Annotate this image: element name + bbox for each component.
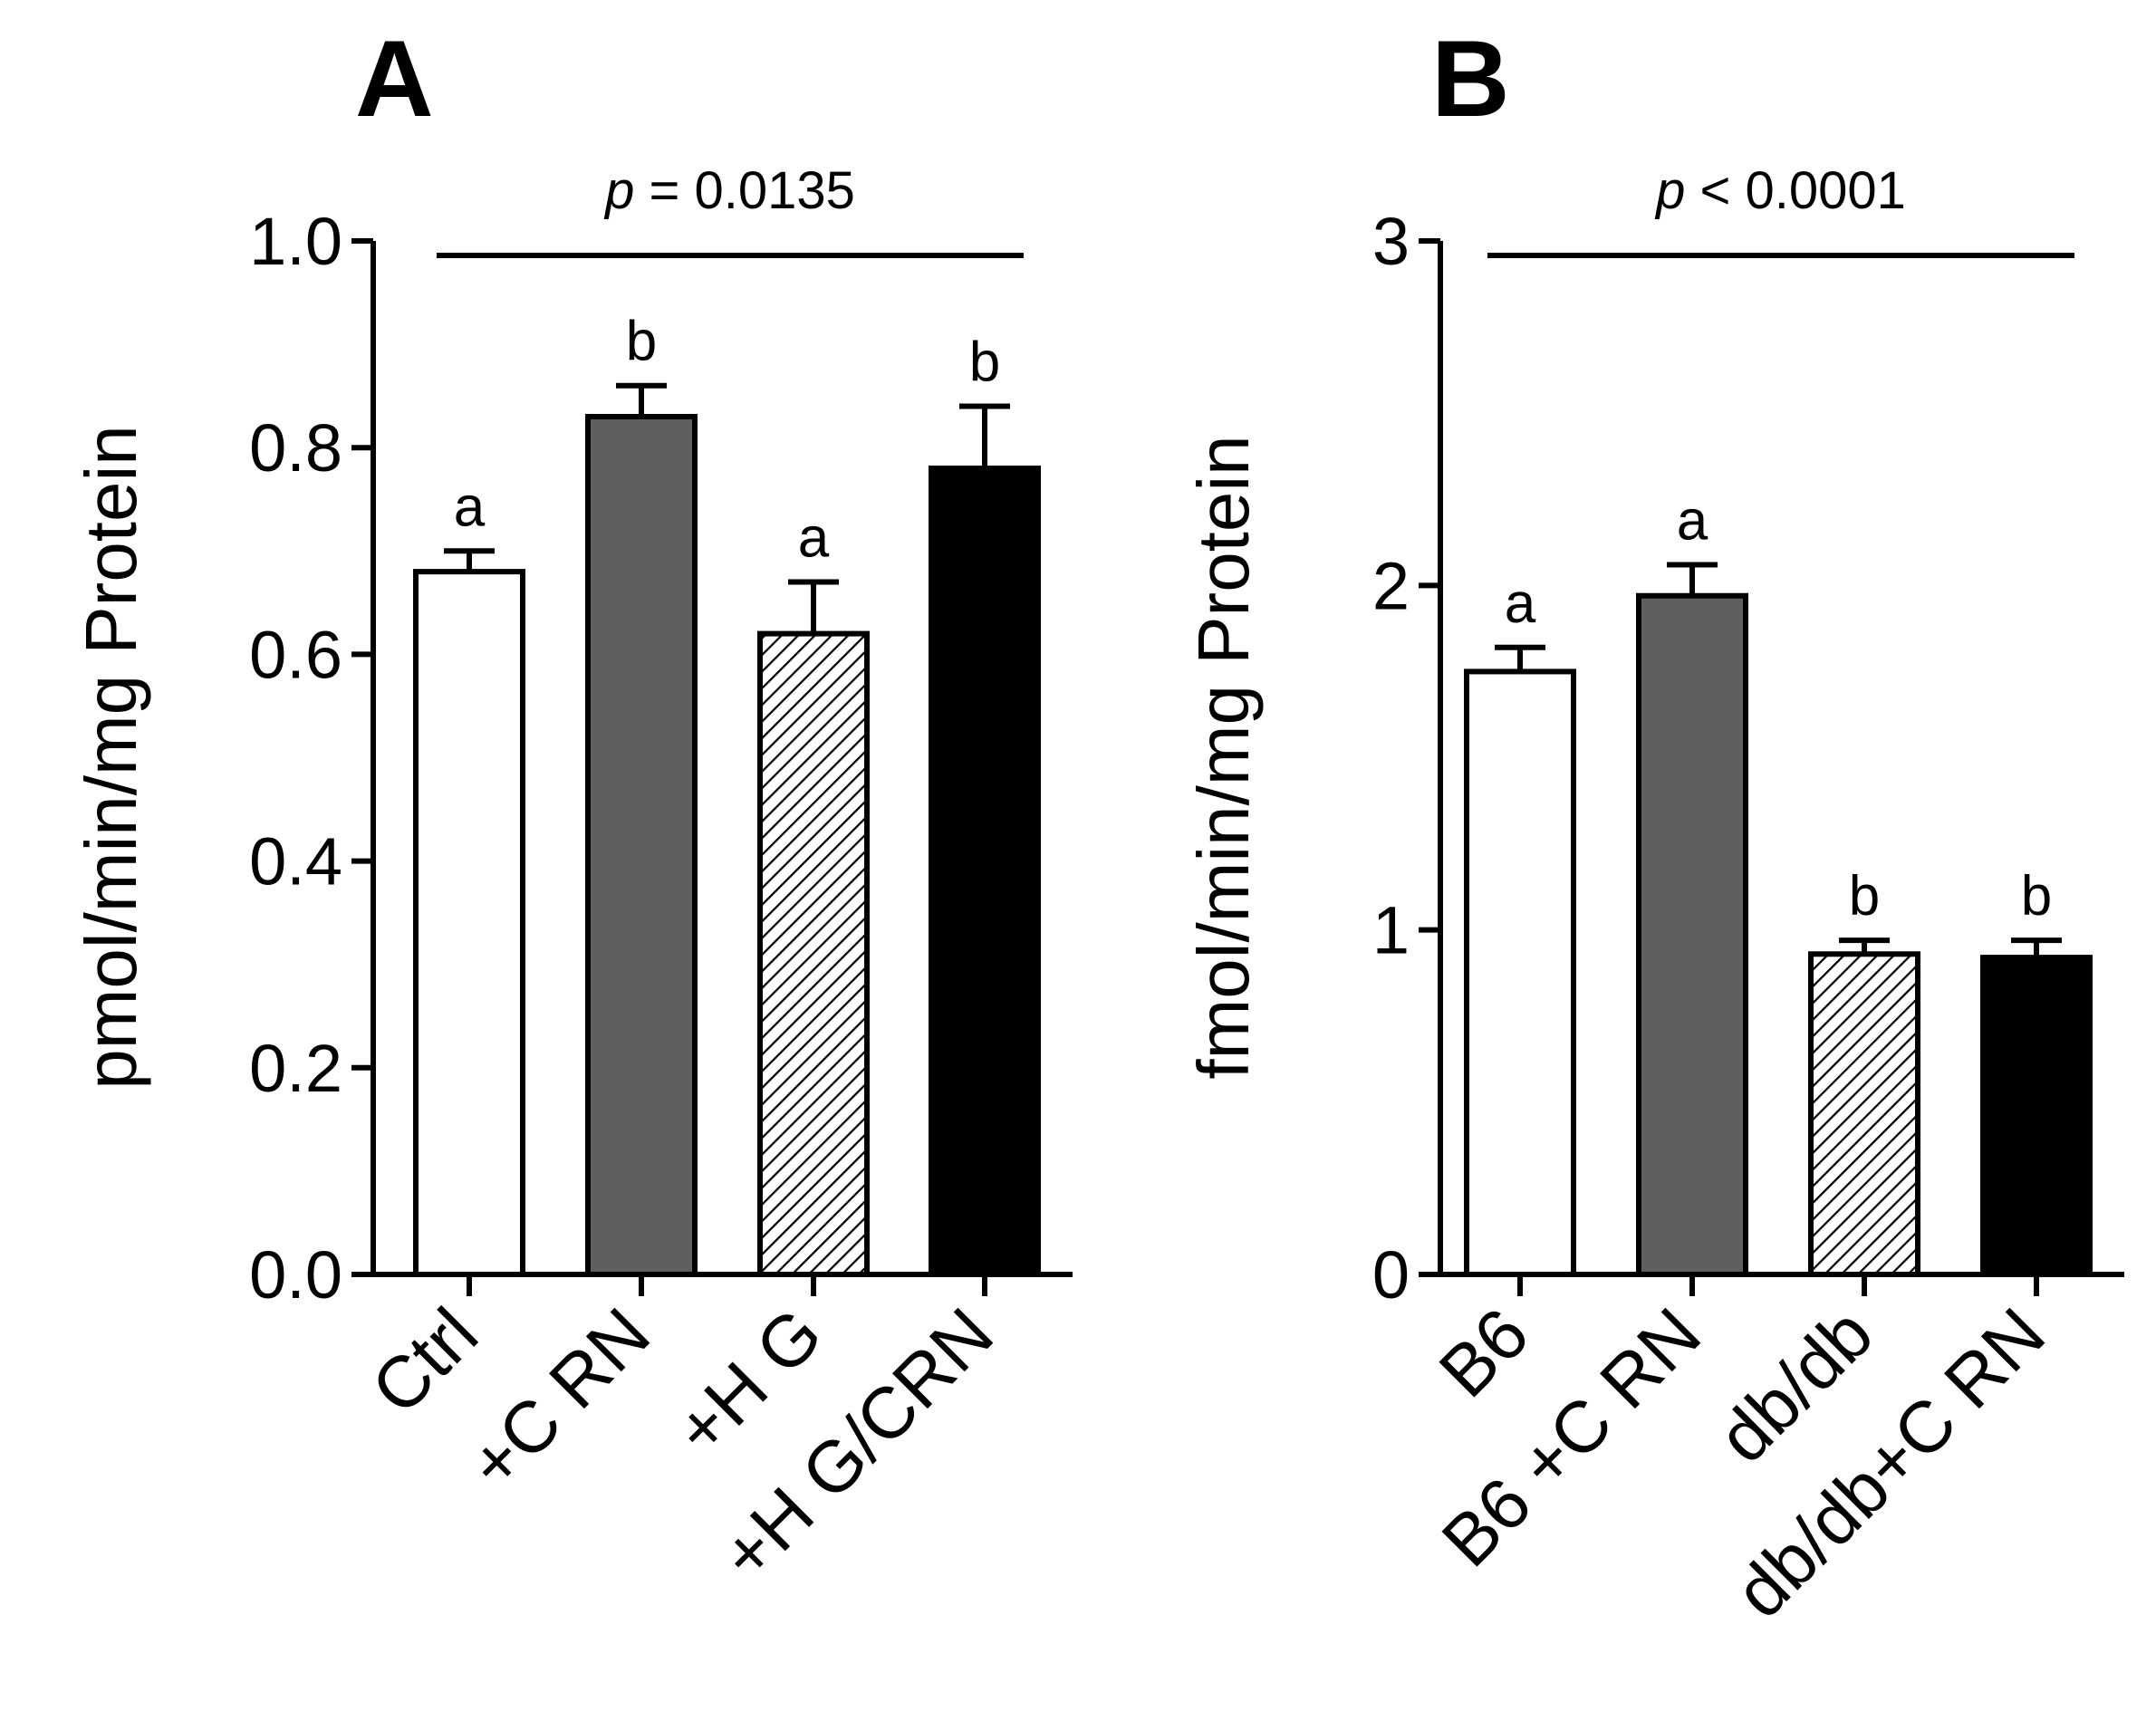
bar-a-1 [585, 413, 698, 1278]
sig-letter-a-0: a [454, 476, 486, 538]
p-value-text: < 0.0001 [1685, 161, 1906, 220]
p-value-label: p = 0.0135 [603, 161, 855, 220]
sig-letter-b-3: b [2021, 865, 2052, 928]
y-tick-label: 0.4 [249, 824, 342, 899]
sig-letter-b-1: a [1677, 490, 1708, 553]
sig-letter-a-1: b [626, 311, 657, 373]
bar-a-3 [929, 466, 1041, 1277]
bar-b-0 [1464, 668, 1576, 1277]
category-label-a-0: Ctrl [356, 1293, 493, 1429]
panel-letter-a: A [355, 18, 434, 139]
p-value-label: p < 0.0001 [1654, 161, 1906, 220]
panel-letter-b: B [1431, 18, 1510, 139]
panel-a: A 0.0 0.2 0.4 0.6 0.8 1.0 pmol/min/mg Protein p … [71, 18, 1073, 1596]
y-tick-label: 0 [1372, 1237, 1410, 1312]
bar-b-1 [1636, 592, 1748, 1277]
y-tick-label: 0.6 [249, 617, 342, 692]
category-label-a-1: +C RN [453, 1293, 665, 1505]
y-tick-label: 2 [1372, 548, 1410, 623]
y-tick-label: 0.2 [249, 1031, 342, 1106]
bar-a-0 [413, 569, 525, 1277]
sig-letter-b-0: a [1505, 572, 1536, 635]
bar-a-2 [757, 630, 870, 1277]
y-tick-label: 1 [1372, 893, 1410, 968]
y-axis-title: pmol/min/mg Protein [71, 425, 151, 1090]
bar-b-2 [1808, 951, 1920, 1278]
y-tick-label: 3 [1372, 204, 1410, 279]
category-label-b-0: B6 [1424, 1293, 1544, 1412]
y-tick-label: 1.0 [249, 204, 342, 279]
p-symbol: p [603, 161, 634, 220]
p-value-text: = 0.0135 [634, 161, 855, 220]
y-tick-label: 0.0 [249, 1237, 342, 1312]
bar-b-3 [1980, 955, 2093, 1278]
y-axis-title: fmol/min/mg Protein [1183, 435, 1264, 1079]
sig-letter-b-2: b [1849, 865, 1880, 928]
sig-letter-a-3: b [969, 332, 1000, 394]
sig-letter-a-2: a [798, 507, 830, 570]
p-symbol: p [1654, 161, 1685, 220]
y-tick-label: 0.8 [249, 410, 342, 486]
